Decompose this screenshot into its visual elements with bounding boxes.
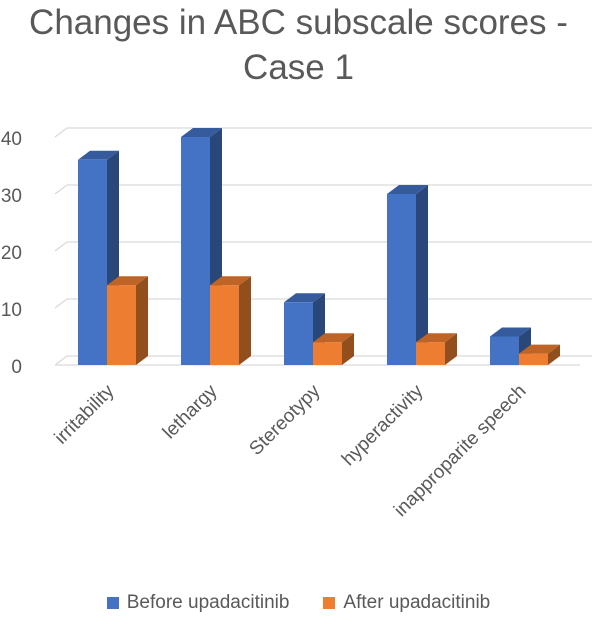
bar-after-3-side bbox=[445, 333, 457, 365]
chart-title: Changes in ABC subscale scores - Case 1 bbox=[0, 0, 597, 90]
bar-before-3-top bbox=[387, 185, 428, 194]
y-tick-label-0: 0 bbox=[11, 357, 22, 378]
bar-before-4-top bbox=[490, 327, 531, 337]
x-tick-label-3: hyperactivity bbox=[338, 380, 428, 470]
bar-before-3 bbox=[387, 194, 416, 365]
bar-after-1 bbox=[210, 285, 239, 365]
bar-after-1-side bbox=[239, 276, 251, 365]
bar-after-3-top bbox=[416, 333, 457, 343]
legend-swatch-after bbox=[323, 597, 336, 609]
gridline-side-10 bbox=[54, 298, 68, 309]
legend-label-after: After upadacitinib bbox=[343, 592, 491, 613]
bar-after-2 bbox=[313, 342, 342, 365]
chart-legend: Before upadacitinib After upadacitinib bbox=[0, 592, 597, 614]
legend-item-after: After upadacitinib bbox=[323, 592, 490, 614]
bar-before-1 bbox=[181, 137, 210, 365]
bar-after-2-top bbox=[313, 333, 354, 343]
bar-before-2-top bbox=[284, 293, 325, 303]
gridline-side-40 bbox=[54, 127, 68, 138]
bar-after-0 bbox=[107, 285, 136, 365]
x-tick-label-0: irritability bbox=[51, 380, 119, 448]
bar-after-1-top bbox=[210, 276, 251, 286]
bar-before-1-top bbox=[181, 128, 222, 137]
bar-after-2-side bbox=[342, 333, 354, 365]
chart-title-line-2: Case 1 bbox=[243, 48, 354, 87]
y-tick-label-20: 20 bbox=[1, 243, 22, 264]
gridline-side-0 bbox=[54, 355, 68, 366]
x-tick-label-1: lethargy bbox=[159, 380, 222, 443]
bar-before-0 bbox=[78, 159, 107, 365]
bar-chart: 0 10 20 30 40 irritability lethargy Stereotypy h… bbox=[1, 127, 592, 521]
gridline-side-30 bbox=[54, 184, 68, 195]
gridline-side-20 bbox=[54, 241, 68, 252]
x-tick-label-2: Stereotypy bbox=[245, 380, 324, 459]
bar-before-2 bbox=[284, 302, 313, 365]
legend-item-before: Before upadacitinib bbox=[106, 592, 290, 614]
bar-before-0-top bbox=[78, 150, 119, 160]
bar-after-0-side bbox=[136, 276, 148, 365]
bar-before-4 bbox=[490, 336, 519, 365]
bar-after-4-side bbox=[548, 344, 560, 365]
bar-after-3 bbox=[416, 342, 445, 365]
y-tick-label-10: 10 bbox=[1, 300, 22, 321]
y-tick-label-30: 30 bbox=[1, 186, 22, 207]
bar-before-3-side bbox=[416, 185, 428, 365]
bar-after-4 bbox=[519, 353, 548, 365]
y-tick-label-40: 40 bbox=[1, 129, 22, 150]
chart-title-line-1: Changes in ABC subscale scores - bbox=[29, 3, 568, 42]
legend-swatch-before bbox=[106, 597, 119, 609]
bar-after-4-top bbox=[519, 344, 560, 354]
legend-label-before: Before upadacitinib bbox=[126, 592, 290, 613]
bar-after-0-top bbox=[107, 276, 148, 286]
